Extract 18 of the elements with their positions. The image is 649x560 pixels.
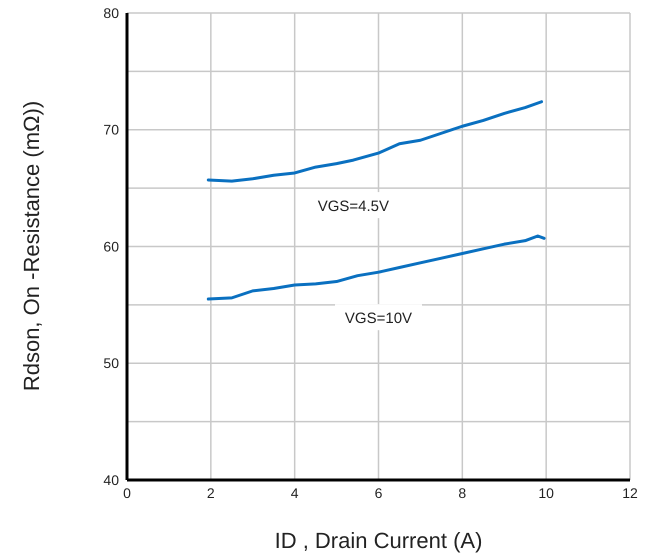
x-tick-label: 6 [374,484,383,501]
y-tick-label: 60 [103,238,120,254]
y-axis-title: Rdson, On -Resistance (mΩ)) [19,100,45,394]
series-label: VGS=10V [344,310,412,328]
x-tick-label: 8 [458,484,466,501]
y-tick-label: 70 [103,122,120,138]
x-axis-title: ID , Drain Current (A) [274,528,484,554]
x-tick-label: 4 [290,484,299,501]
x-tick-label: 2 [206,484,215,501]
y-tick-label: 40 [103,472,120,488]
x-tick-label: 0 [123,484,132,501]
text: VGS=4.5V [318,198,389,216]
x-tick-label: 12 [622,484,638,501]
line-series [206,100,544,183]
y-tick-label: 80 [103,4,120,21]
x-tick-label: 10 [538,484,554,501]
y-tick-label: 50 [103,355,120,372]
line-series [206,234,546,301]
